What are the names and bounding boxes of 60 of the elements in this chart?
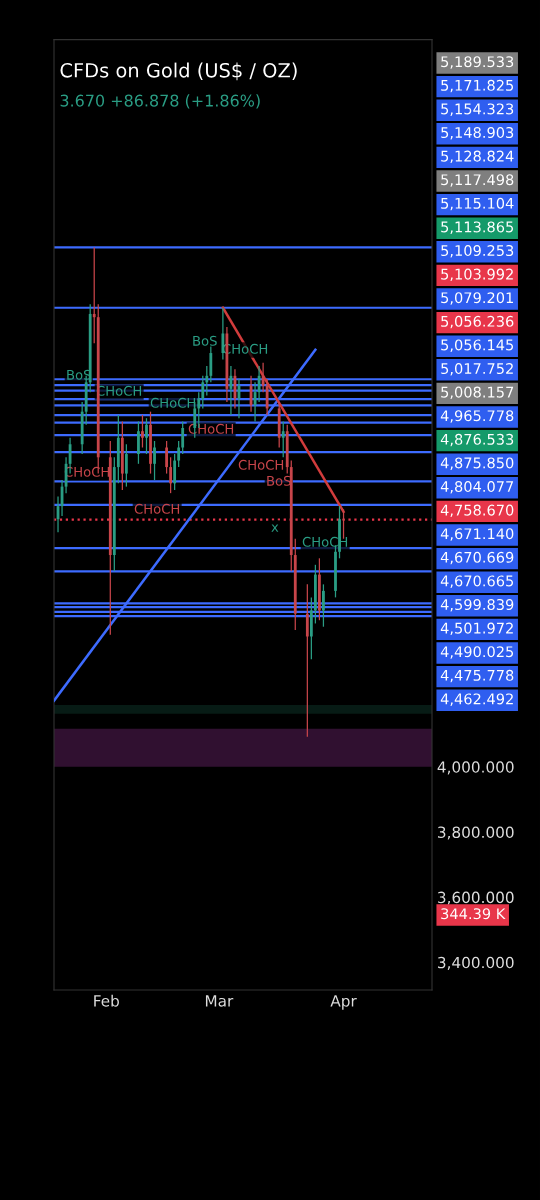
candlestick	[265, 378, 269, 416]
annotation: CHoCH	[238, 459, 284, 470]
text: 4,490.025	[440, 646, 514, 659]
text: 4,758.670	[440, 504, 514, 518]
candlestick	[305, 583, 309, 738]
text: 5,171.825	[441, 79, 514, 93]
text: 4,671.140	[440, 528, 514, 541]
y-tick-label: 3,800.000	[438, 826, 514, 840]
x-tick-label: Feb	[94, 994, 119, 1007]
text: 5,117.498	[441, 174, 514, 187]
text: 5,109.253	[441, 245, 514, 258]
annotation: CHoCH	[150, 397, 196, 408]
text: 5,079.201	[441, 292, 513, 305]
text: 5,128.824	[441, 150, 514, 164]
text: 4,875.850	[440, 457, 514, 470]
text: 5,008.157	[441, 386, 514, 400]
text: 4,965.778	[440, 410, 514, 423]
candlestick	[322, 583, 325, 628]
text: 4,462.492	[440, 693, 513, 706]
text: 4,501.972	[440, 622, 513, 636]
text: 5,115.104	[441, 197, 514, 211]
text: 4,670.665	[440, 575, 514, 588]
candlestick	[92, 246, 96, 344]
candlestick	[281, 420, 285, 458]
candlestick	[173, 453, 177, 491]
candlestick	[141, 414, 144, 449]
annotation: BoS	[193, 335, 217, 346]
annotation: CHoCH	[134, 503, 180, 514]
text: 5,154.323	[441, 103, 514, 116]
text: 5,189.533	[441, 56, 514, 69]
text: 3.670 +86.878 (+1.86%)	[60, 94, 260, 109]
text: 5,103.992	[441, 268, 513, 282]
annotation: x	[271, 524, 279, 532]
candlestick	[169, 456, 173, 494]
text: 5,113.865	[441, 221, 514, 234]
x-tick-label: Mar	[205, 995, 234, 1007]
candlestick	[165, 440, 168, 475]
candlestick	[149, 411, 152, 475]
text: 5,056.236	[441, 315, 514, 329]
x-tick-label: Apr	[330, 995, 357, 1010]
y-tick-label: 4,000.000	[437, 761, 514, 775]
candlestick	[153, 440, 156, 481]
text: 5,056.145	[441, 339, 514, 352]
text: 4,670.669	[440, 551, 514, 565]
text: 4,475.778	[440, 669, 514, 683]
text: 5,017.752	[441, 363, 513, 376]
candlestick	[137, 420, 140, 465]
text: 4,876.533	[440, 433, 514, 447]
candlestick	[124, 443, 128, 488]
candlestick	[145, 417, 148, 455]
text: 4,599.839	[440, 599, 514, 612]
candlestick	[221, 307, 225, 361]
text: CFDs on Gold (US$ / OZ)	[60, 62, 297, 81]
y-tick-label: 3,400.000	[438, 956, 514, 970]
text: 344.39 K	[441, 908, 506, 920]
annotation: BoS	[267, 475, 291, 486]
y-tick-label: 3,600.000	[438, 891, 514, 905]
candlestick	[318, 557, 321, 621]
text: 4,804.077	[440, 481, 514, 494]
text: 5,148.903	[441, 127, 514, 140]
